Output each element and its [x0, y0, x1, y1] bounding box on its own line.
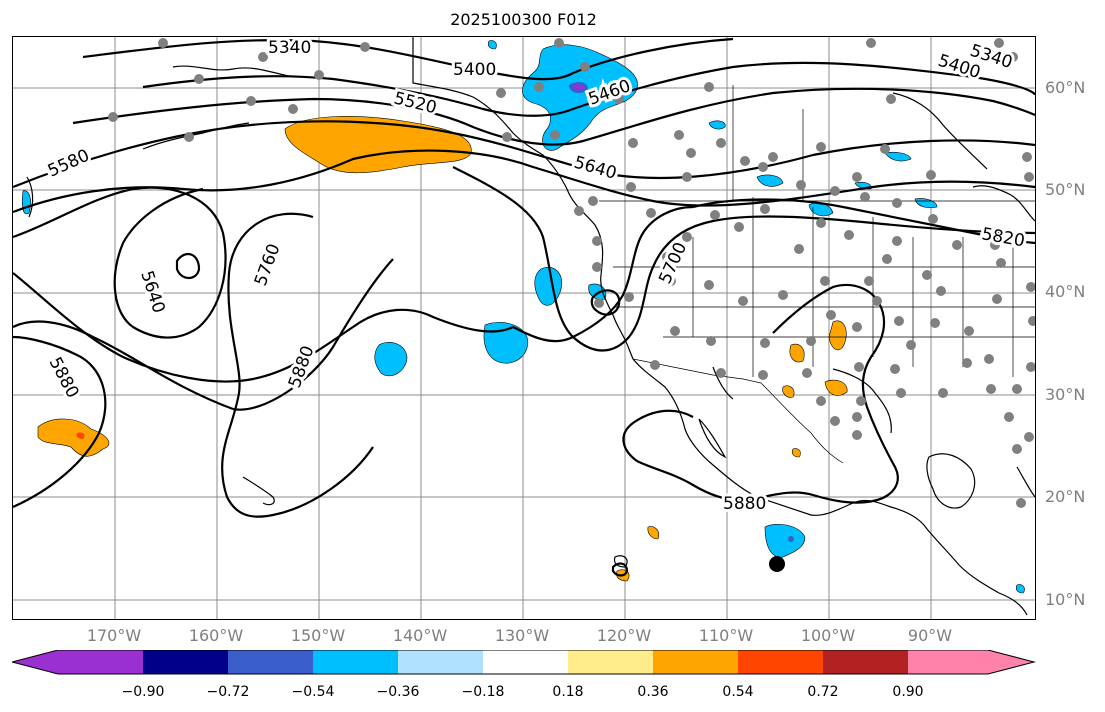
contour-label: 5640 — [136, 268, 168, 315]
borders — [599, 85, 1035, 464]
lat-label: 20°N — [1045, 487, 1086, 506]
lat-label: 10°N — [1045, 590, 1086, 609]
colorbar-tick: 0.18 — [552, 684, 584, 700]
negative-strongest-spot — [573, 84, 584, 90]
lat-label: 40°N — [1045, 282, 1086, 301]
positive-anomaly-regions — [37, 116, 848, 582]
contour-label: 5820 — [980, 224, 1026, 251]
lon-label: 140°W — [392, 626, 448, 645]
colorbar-segment — [398, 650, 484, 674]
lon-label: 150°W — [290, 626, 346, 645]
lon-label: 110°W — [698, 626, 754, 645]
station-markers — [108, 38, 1035, 508]
colorbar-extend-low — [12, 650, 58, 674]
contour-label: 5400 — [453, 60, 496, 80]
colorbar-segment — [568, 650, 654, 674]
contour-label-layer: 5340 5400 5520 5460 5580 5640 5640 5760 … — [42, 37, 1030, 517]
lat-label: 60°N — [1045, 78, 1086, 97]
map-panel: 5340 5400 5520 5460 5580 5640 5640 5760 … — [12, 36, 1036, 620]
colorbar-segment — [823, 650, 909, 674]
colorbar-tick: 0.54 — [722, 684, 754, 700]
colorbar-extend-high — [988, 650, 1034, 674]
colorbar-tick: 0.90 — [892, 684, 924, 700]
colorbar — [12, 650, 1036, 675]
lat-label: 30°N — [1045, 385, 1086, 404]
graticule — [13, 37, 1035, 619]
colorbar-tick: −0.36 — [376, 684, 420, 700]
map-title: 2025100300 F012 — [450, 10, 597, 29]
colorbar-segment — [653, 650, 739, 674]
colorbar-segment — [228, 650, 314, 674]
contour-label: 5580 — [45, 146, 93, 182]
lon-label: 130°W — [494, 626, 550, 645]
lon-label: 160°W — [188, 626, 244, 645]
colorbar-tick: −0.90 — [121, 684, 165, 700]
colorbar-segment — [143, 650, 229, 674]
contour-label: 5880 — [45, 354, 83, 402]
colorbar-segment — [483, 650, 569, 674]
colorbar-tick: 0.36 — [637, 684, 669, 700]
colorbar-segment — [313, 650, 399, 674]
negative-anomaly-regions — [21, 40, 1025, 594]
colorbar-tick: −0.72 — [206, 684, 250, 700]
contour-label: 5700 — [655, 239, 691, 287]
contour-label: 5640 — [572, 153, 619, 184]
contour-label: 5760 — [251, 241, 285, 288]
lon-label: 170°W — [86, 626, 142, 645]
lon-label: 90°W — [907, 626, 953, 645]
contour-label: 5520 — [392, 88, 439, 118]
colorbar-segment — [908, 650, 988, 674]
lat-label: 50°N — [1045, 180, 1086, 199]
colorbar-tick: −0.18 — [461, 684, 505, 700]
lon-label: 100°W — [800, 626, 856, 645]
storm-marker — [769, 556, 785, 572]
contour-label: 5340 — [268, 38, 311, 58]
colorbar-tick: −0.54 — [291, 684, 335, 700]
negative-spot — [788, 536, 794, 542]
colorbar-tick: 0.72 — [807, 684, 839, 700]
colorbar-segment — [58, 650, 144, 674]
lon-label: 120°W — [596, 626, 652, 645]
contour-label: 5880 — [723, 494, 766, 514]
colorbar-segment — [738, 650, 824, 674]
map-canvas: 5340 5400 5520 5460 5580 5640 5640 5760 … — [13, 37, 1035, 619]
positive-strong-spot — [76, 432, 85, 439]
